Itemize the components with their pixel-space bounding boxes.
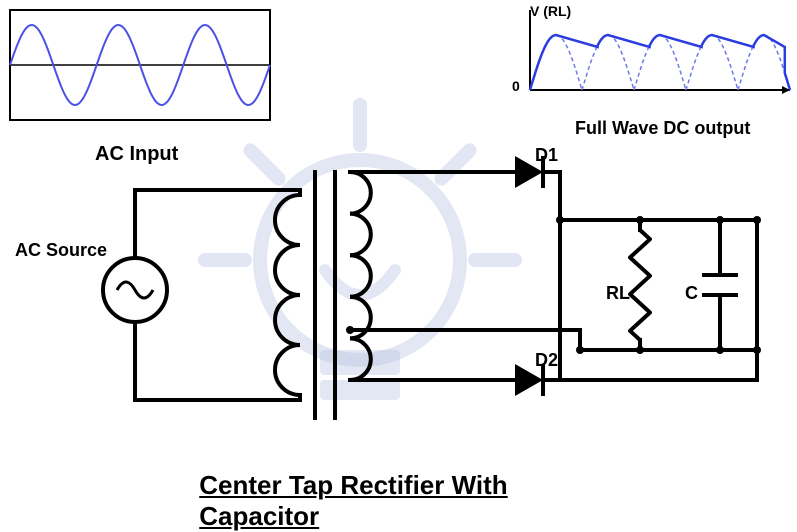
ac-input-waveform xyxy=(5,5,285,135)
dc-output-waveform xyxy=(500,0,797,120)
